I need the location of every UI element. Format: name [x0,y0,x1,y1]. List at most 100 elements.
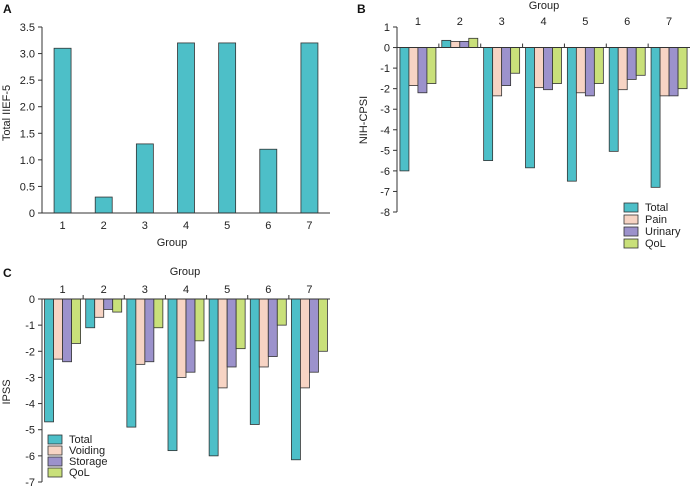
c-bar-storage-7 [309,298,319,373]
b-bar-qol-1 [426,47,437,84]
panel-b-ylabel: NIH-CPSI [358,96,370,144]
c-ytick-label: -3 [25,372,35,384]
c-bar-total-2 [85,298,96,329]
c-xtick-label: 5 [224,284,230,296]
panel-a: A Group Total IIEF-5 1 2 3 4 5 6 7 0 0.5 1.0 1.5 2.… [1,2,330,249]
c-legend-swatch-qol [47,467,63,478]
c-legend-label-total: Total [69,434,92,446]
c-bar-voiding-5 [217,298,228,389]
b-bar-qol-5 [593,47,604,84]
b-legend-swatch-qol [623,238,639,249]
c-bar-total-4 [167,298,178,452]
c-xtick-label: 4 [183,284,189,296]
c-xtick-label: 6 [265,284,271,296]
c-xtick-label: 1 [60,284,66,296]
a-ytick-label: 3.5 [20,22,35,34]
c-ytick-label: -7 [25,477,35,487]
b-xtick-label: 6 [624,16,630,28]
b-bar-urinary-1 [417,47,428,94]
a-ytick-label: 2.0 [20,102,35,114]
b-bar-pain-5 [575,47,586,94]
c-bar-qol-6 [276,298,287,326]
panel-b-xlabel: Group [529,0,560,12]
a-bar-6 [259,148,278,214]
a-xtick-label: 3 [142,220,148,232]
b-bar-qol-4 [552,47,562,84]
c-bar-total-5 [208,298,219,457]
c-ytick-label: -5 [25,425,35,437]
c-bar-storage-1 [62,298,72,363]
b-ytick-label: -1 [380,63,390,75]
a-bar-5 [218,42,237,214]
b-bar-total-3 [483,47,494,162]
b-xtick-label: 2 [457,16,463,28]
b-ytick-label: -3 [380,104,390,116]
c-legend-label-voiding: Voiding [69,445,105,457]
panel-a-letter: A [3,2,12,16]
b-ytick-label: -5 [380,145,390,157]
b-bar-urinary-4 [543,47,553,91]
a-ytick-label: 1.5 [20,128,35,140]
c-bar-voiding-6 [258,298,269,368]
a-bar-1 [53,47,72,214]
b-bar-urinary-7 [668,47,679,97]
b-xtick-label: 3 [499,16,505,28]
b-legend-swatch-total [623,202,639,213]
panel-b-letter: B [357,2,366,16]
a-bar-7 [300,42,319,214]
a-xtick-label: 4 [183,220,189,232]
a-bar-4 [177,42,195,214]
b-ytick-label: 1 [384,22,390,34]
b-bar-total-6 [608,47,619,152]
c-ytick-label: -1 [25,320,35,332]
c-bar-qol-3 [153,298,164,329]
b-xtick-label: 4 [540,16,546,28]
c-legend-label-qol: QoL [69,467,90,479]
b-legend-label-qol: QoL [645,238,666,250]
b-legend-label-total: Total [645,202,668,214]
c-bar-storage-6 [267,298,278,357]
c-bar-total-7 [291,298,301,461]
panel-c-ylabel: IPSS [1,379,13,404]
c-bar-total-1 [44,298,54,423]
c-bar-voiding-2 [94,298,105,318]
c-bar-storage-4 [185,298,196,373]
panel-c: C Group IPSS 1 2 3 4 5 6 7 0 -1 -2 -3 -4 -5 -6 -7 Tota… [1,266,330,487]
c-bar-qol-7 [318,298,328,352]
c-legend-label-storage: Storage [69,456,108,468]
b-ytick-label: -7 [380,186,390,198]
b-ytick-label: -4 [380,125,390,137]
b-ytick-label: -8 [380,207,390,219]
b-bar-total-5 [566,47,577,182]
panel-a-xlabel: Group [157,237,188,249]
b-bar-qol-2 [468,37,479,48]
b-bar-total-4 [525,47,535,169]
a-xtick-label: 1 [60,220,66,232]
c-bar-storage-3 [144,298,155,363]
a-bar-3 [135,143,154,214]
a-ytick-label: 1.0 [20,155,35,167]
a-xtick-label: 5 [224,220,230,232]
b-legend-swatch-urinary [623,226,639,237]
b-bar-pain-1 [408,47,419,86]
b-bar-pain-3 [492,47,503,97]
c-bar-voiding-1 [53,298,63,360]
b-bar-total-2 [441,39,452,48]
c-legend-swatch-voiding [47,445,63,456]
b-bar-urinary-6 [626,47,637,80]
panel-a-ylabel: Total IIEF-5 [1,85,13,141]
a-ytick-label: 3.0 [20,49,35,61]
c-bar-storage-5 [226,298,237,368]
b-bar-pain-7 [659,47,670,97]
b-ytick-label: -2 [380,84,390,96]
c-ytick-label: 0 [29,294,35,306]
a-xtick-label: 6 [265,220,271,232]
c-bar-total-3 [126,298,137,428]
panel-c-letter: C [3,266,12,280]
b-xtick-label: 5 [582,16,588,28]
c-bar-qol-4 [194,298,205,342]
a-ytick-label: 2.5 [20,75,35,87]
c-bar-qol-1 [71,298,81,344]
a-bar-2 [94,196,113,214]
b-bar-urinary-5 [584,47,595,97]
